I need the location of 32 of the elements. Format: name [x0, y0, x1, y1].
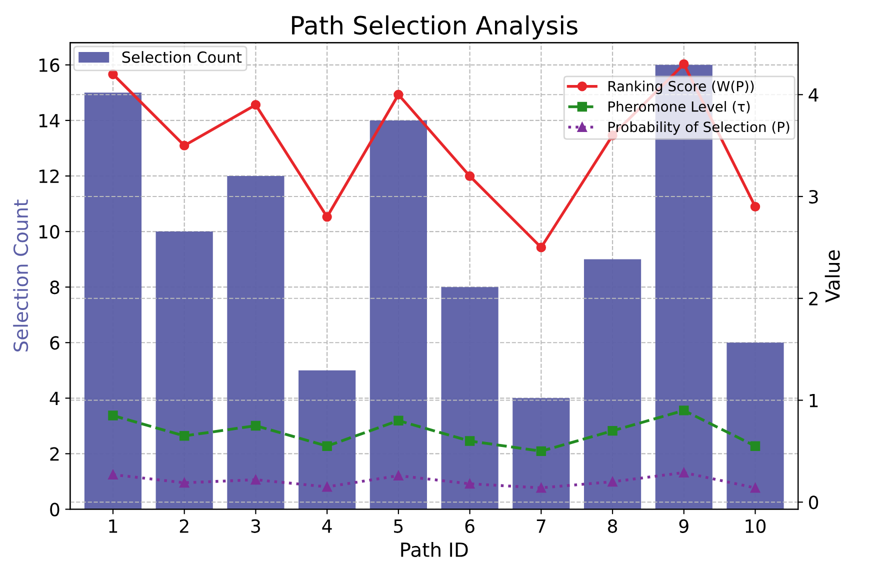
x-tick-label: 5: [394, 520, 403, 533]
x-tick-label: 4: [322, 520, 332, 533]
y-tick-label: 0: [50, 502, 60, 516]
x-tick-label: 9: [679, 519, 688, 533]
x-axis-title: Path ID: [401, 542, 468, 558]
x-tick-label: 6: [465, 519, 474, 533]
y2-tick-label: 1: [810, 394, 818, 408]
y-tick-label: 2: [50, 447, 59, 461]
x-tick-label: 7: [536, 520, 546, 533]
legend-label: Ranking Score (W(P)): [608, 80, 754, 94]
y-tick-label: 12: [39, 169, 59, 183]
y-tick-label: 4: [50, 392, 60, 406]
y2-tick-label: 0: [808, 496, 818, 510]
legend-label: Probability of Selection (P): [608, 121, 790, 135]
y-axis-title: Selection Count: [13, 200, 28, 352]
y-tick-label: 8: [50, 280, 60, 294]
y2-tick-label: 2: [809, 292, 818, 306]
x-tick-label: 1: [109, 520, 118, 533]
legend-label: Pheromone Level (τ): [608, 101, 750, 114]
x-tick-label: 2: [180, 519, 188, 533]
y2-tick-label: 4: [808, 88, 818, 102]
y2-tick-label: 3: [809, 190, 818, 204]
y-tick-label: 6: [50, 336, 60, 350]
legend-label: Selection Count: [122, 51, 242, 63]
y-tick-label: 16: [39, 58, 60, 72]
x-tick-label: 3: [251, 519, 260, 533]
chart-title: Path Selection Analysis: [292, 15, 578, 40]
y2-axis-title: Value: [824, 250, 840, 303]
x-tick-label: 8: [608, 519, 618, 533]
x-tick-label: 10: [746, 519, 766, 533]
y-tick-label: 14: [39, 114, 60, 128]
y-tick-label: 10: [39, 224, 60, 239]
